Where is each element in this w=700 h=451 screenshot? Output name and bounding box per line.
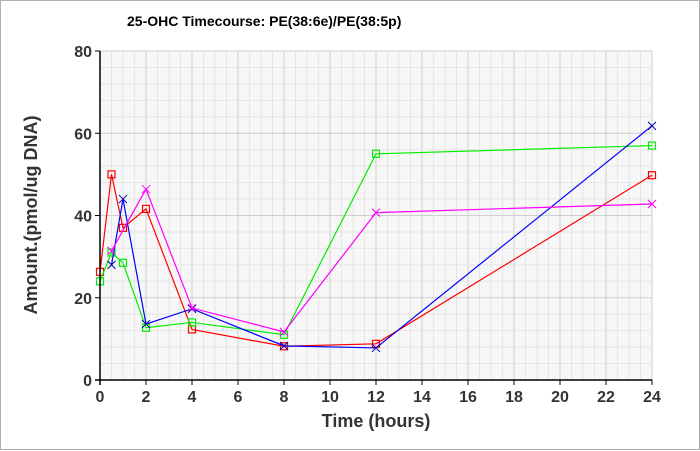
x-axis-label: Time (hours)	[322, 411, 431, 431]
y-tick-label: 60	[74, 126, 92, 143]
x-tick-label: 16	[459, 389, 477, 406]
data-point-blue	[187, 304, 197, 314]
series-line-magenta	[110, 187, 653, 333]
y-tick-label: 80	[74, 44, 92, 61]
data-point-red	[107, 170, 116, 179]
x-tick-label: 14	[413, 389, 431, 406]
x-tick-label: 2	[142, 389, 151, 406]
y-axis-label: Amount.(pmol/ug DNA)	[21, 116, 41, 315]
x-tick-label: 12	[367, 389, 385, 406]
x-tick-label: 4	[188, 389, 197, 406]
data-point-red	[647, 171, 657, 180]
y-tick-label: 20	[74, 291, 92, 308]
x-tick-label: 24	[643, 389, 661, 406]
x-tick-label: 8	[280, 389, 289, 406]
data-point-blue	[647, 121, 657, 131]
data-point-green	[107, 248, 116, 257]
y-tick-label: 40	[74, 209, 92, 226]
data-point-green	[118, 258, 128, 267]
data-point-magenta	[107, 246, 116, 256]
data-point-red	[141, 204, 151, 214]
x-tick-label: 10	[321, 389, 339, 406]
y-tick-label: 0	[83, 373, 92, 390]
data-point-blue	[118, 194, 128, 204]
data-point-green	[647, 141, 657, 150]
data-point-magenta	[141, 184, 151, 194]
data-point-magenta	[279, 327, 289, 337]
x-tick-label: 22	[597, 389, 615, 406]
data-point-blue	[141, 319, 151, 329]
x-tick-label: 20	[551, 389, 569, 406]
data-point-blue	[371, 343, 381, 353]
chart-title: 25-OHC Timecourse: PE(38:6e)/PE(38:5p)	[127, 13, 401, 29]
data-point-blue	[107, 260, 116, 270]
data-point-green	[371, 149, 381, 158]
data-point-magenta	[371, 208, 381, 217]
x-tick-label: 6	[234, 389, 243, 406]
data-point-magenta	[647, 199, 657, 209]
data-point-magenta	[187, 303, 197, 313]
data-point-green	[187, 318, 197, 327]
data-point-blue	[279, 341, 289, 351]
series-line-red	[99, 174, 653, 347]
x-tick-label: 18	[505, 389, 523, 406]
x-tick-label: 0	[96, 389, 105, 406]
